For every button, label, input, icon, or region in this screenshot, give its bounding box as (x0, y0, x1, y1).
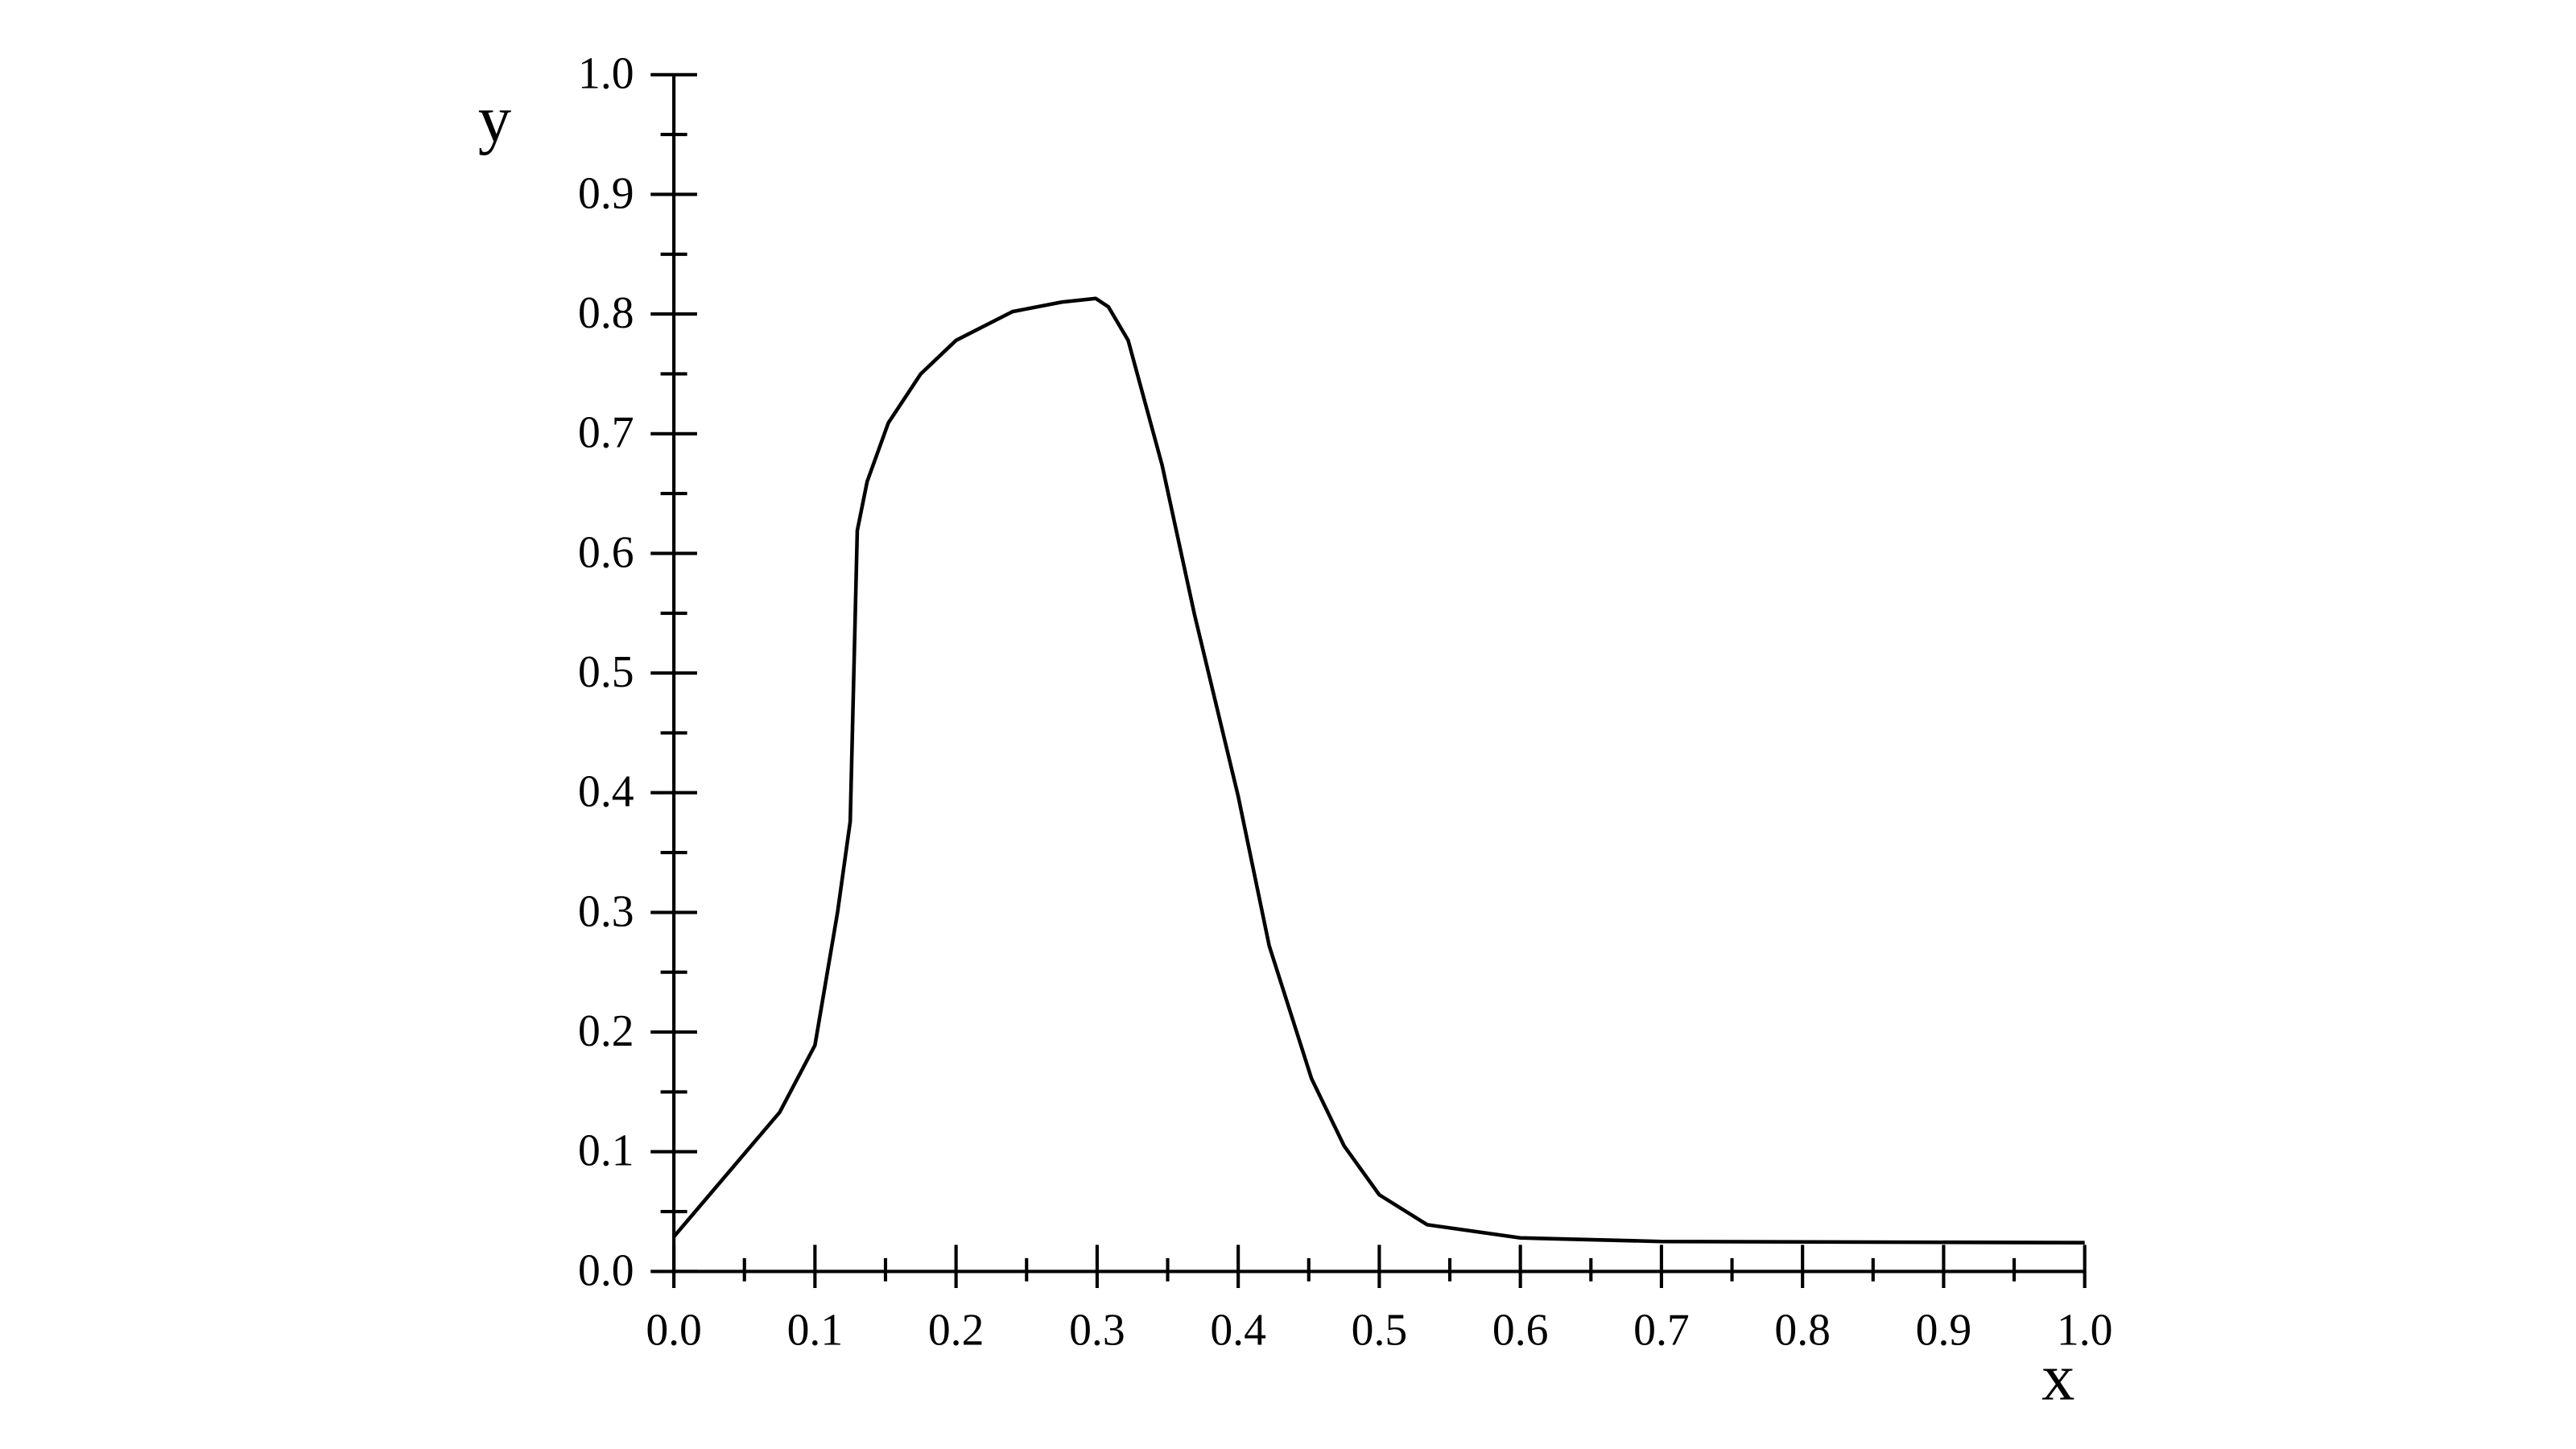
x-tick-label: 0.8 (1774, 1306, 1831, 1356)
x-tick-label: 0.7 (1633, 1306, 1690, 1356)
x-tick-label: 0.4 (1210, 1306, 1266, 1356)
x-tick-label: 0.6 (1492, 1306, 1549, 1356)
y-tick-label: 0.9 (578, 168, 634, 218)
x-tick-label: 0.0 (646, 1306, 702, 1356)
x-tick-label: 1.0 (2057, 1306, 2113, 1356)
x-tick-label: 0.3 (1069, 1306, 1125, 1356)
x-tick-label: 0.5 (1352, 1306, 1408, 1356)
y-tick-label: 0.2 (578, 1006, 634, 1056)
y-tick-label: 1.0 (578, 49, 634, 99)
line-series (672, 296, 2085, 1245)
x-axis-label: x (2041, 1341, 2074, 1414)
y-tick-label: 0.1 (578, 1126, 634, 1176)
y-axis-label: y (478, 83, 511, 156)
y-tick-label: 0.8 (578, 288, 634, 338)
y-tick-label: 0.0 (578, 1245, 634, 1295)
y-tick-label: 0.6 (578, 527, 634, 577)
y-tick-label: 0.3 (578, 886, 634, 936)
y-tick-label: 0.7 (578, 408, 634, 458)
x-tick-label: 0.1 (787, 1306, 844, 1356)
x-tick-label: 0.9 (1916, 1306, 1972, 1356)
y-tick-label: 0.4 (578, 767, 634, 817)
x-tick-label: 0.2 (928, 1306, 985, 1356)
y-tick-label: 0.5 (578, 647, 634, 697)
